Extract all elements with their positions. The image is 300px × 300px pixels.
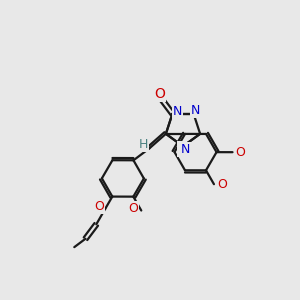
Text: N: N bbox=[173, 105, 182, 118]
Text: O: O bbox=[128, 202, 138, 215]
Text: N: N bbox=[180, 143, 190, 156]
Text: O: O bbox=[236, 146, 245, 159]
Text: H: H bbox=[139, 138, 148, 151]
Text: O: O bbox=[94, 200, 104, 213]
Text: N: N bbox=[191, 104, 200, 117]
Text: S: S bbox=[178, 142, 186, 156]
Text: O: O bbox=[154, 87, 165, 101]
Text: O: O bbox=[217, 178, 227, 191]
